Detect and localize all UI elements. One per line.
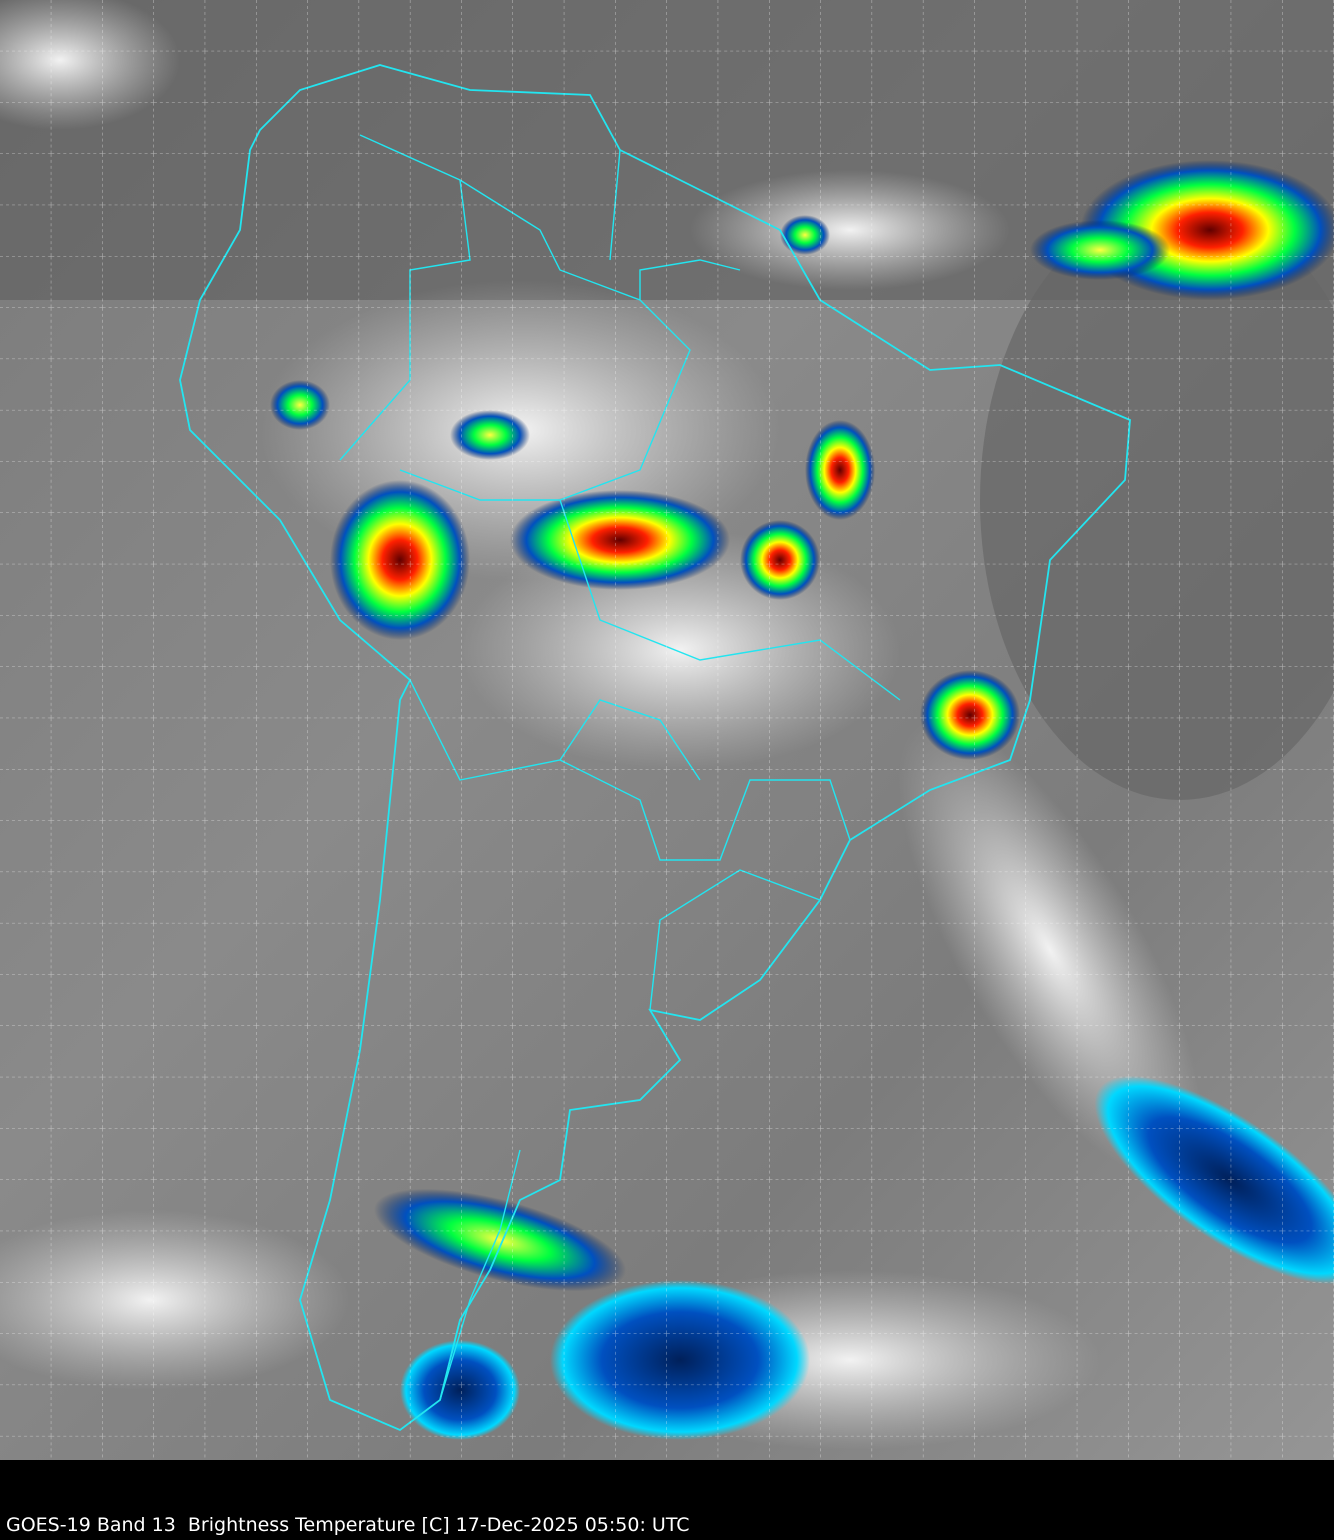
satellite-map — [0, 0, 1334, 1460]
image-caption: GOES-19 Band 13 Brightness Temperature [… — [6, 1514, 690, 1536]
lat-lon-grid — [0, 0, 1334, 1460]
